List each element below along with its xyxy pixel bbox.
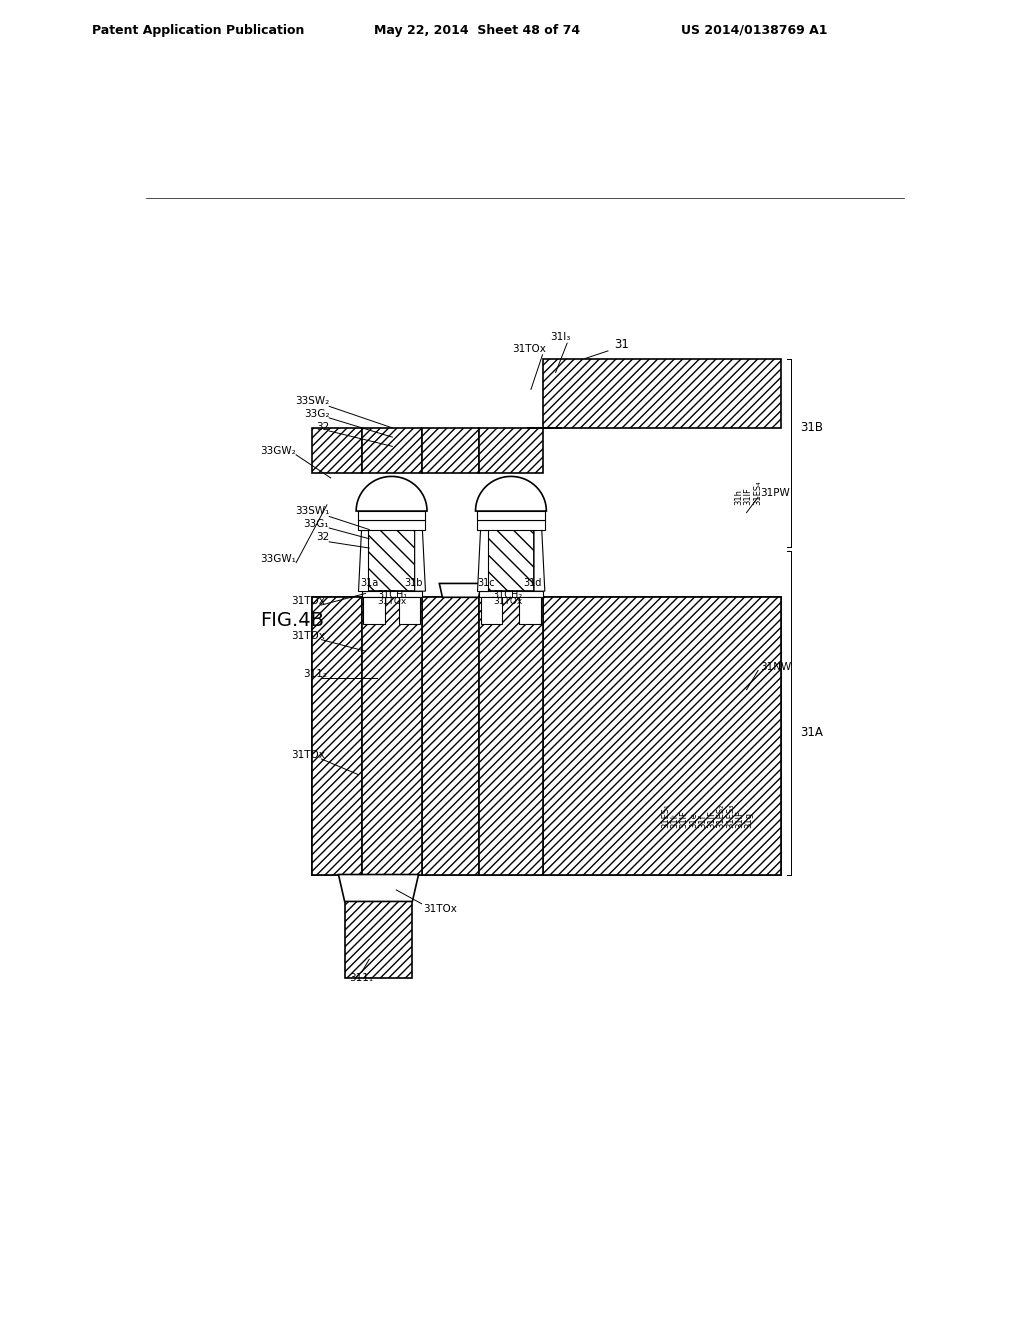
Bar (361, 428, 422, 473)
Bar (481, 597, 503, 624)
Text: 31ES₂: 31ES₂ (717, 804, 726, 829)
Text: 33SW₁: 33SW₁ (295, 506, 330, 516)
Bar (357, 511, 425, 520)
Text: 31NW: 31NW (761, 661, 792, 672)
Bar (345, 902, 413, 978)
Polygon shape (535, 529, 545, 591)
Text: 31TOx: 31TOx (378, 598, 407, 606)
Text: 31lF: 31lF (743, 487, 753, 506)
Text: 33G₂: 33G₂ (304, 409, 330, 418)
Text: US 2014/0138769 A1: US 2014/0138769 A1 (681, 24, 827, 37)
Text: 31ES₄: 31ES₄ (753, 480, 762, 506)
Text: 31: 31 (614, 338, 629, 351)
Text: 311₂: 311₂ (303, 669, 327, 680)
Text: 31PW: 31PW (761, 488, 791, 499)
Bar (477, 520, 545, 529)
Bar (543, 597, 781, 875)
Bar (519, 597, 541, 624)
Bar (361, 591, 422, 598)
Polygon shape (339, 875, 419, 902)
Text: 31CH₂: 31CH₂ (493, 590, 523, 601)
Text: 31TOx: 31TOx (512, 345, 547, 354)
Text: 32: 32 (316, 532, 330, 543)
Text: 31TOx: 31TOx (423, 904, 457, 915)
Text: 31d: 31d (523, 578, 542, 589)
Text: Patent Application Publication: Patent Application Publication (92, 24, 304, 37)
Polygon shape (415, 529, 425, 591)
Text: 311₁: 311₁ (349, 973, 374, 983)
Bar (477, 511, 545, 520)
Text: 33GW₁: 33GW₁ (260, 554, 296, 564)
Text: 31lF: 31lF (680, 810, 689, 829)
Text: 31a: 31a (360, 578, 379, 589)
Text: 31b: 31b (404, 578, 423, 589)
Bar (311, 737, 781, 875)
Bar (543, 359, 781, 428)
Bar (422, 597, 479, 875)
Text: 31Iⁱ: 31Iⁱ (671, 813, 680, 829)
Bar (479, 428, 543, 473)
Bar (422, 428, 479, 473)
Polygon shape (477, 529, 487, 591)
Polygon shape (439, 583, 481, 598)
Text: FIG.4B: FIG.4B (260, 611, 324, 630)
Text: 31B: 31B (801, 421, 823, 434)
Bar (361, 597, 422, 875)
Text: 31TOx: 31TOx (292, 631, 326, 640)
Text: 31A: 31A (801, 726, 823, 739)
Text: 31TOx: 31TOx (494, 598, 522, 606)
Bar (479, 597, 543, 875)
Bar (357, 520, 425, 529)
Text: 31ES₃: 31ES₃ (726, 804, 735, 829)
Text: 31g: 31g (744, 812, 754, 829)
Text: 31TOx: 31TOx (292, 750, 326, 760)
Text: 33SW₂: 33SW₂ (295, 396, 330, 407)
Text: 31TOx: 31TOx (292, 597, 326, 606)
Bar (369, 529, 415, 591)
Bar (487, 529, 535, 591)
Text: 31h: 31h (734, 488, 743, 506)
Text: 31e: 31e (689, 812, 698, 829)
Bar (398, 597, 420, 624)
Bar (479, 591, 543, 598)
Text: 31f: 31f (698, 814, 708, 829)
Text: 31c: 31c (477, 578, 496, 589)
Bar (364, 597, 385, 624)
Text: 31lF: 31lF (735, 810, 744, 829)
Bar (311, 597, 781, 737)
Bar (311, 428, 361, 473)
Polygon shape (357, 529, 369, 591)
Text: 32: 32 (316, 422, 330, 432)
Text: May 22, 2014  Sheet 48 of 74: May 22, 2014 Sheet 48 of 74 (374, 24, 580, 37)
Polygon shape (356, 477, 427, 511)
Text: 33GW₂: 33GW₂ (260, 446, 296, 455)
Bar (311, 597, 361, 875)
Text: 31CH₁: 31CH₁ (377, 590, 408, 601)
Polygon shape (475, 477, 547, 511)
Text: 31lF: 31lF (708, 810, 717, 829)
Text: 31I₃: 31I₃ (551, 333, 571, 342)
Text: 31ES₁: 31ES₁ (662, 804, 671, 829)
Text: 33G₁: 33G₁ (303, 519, 330, 529)
